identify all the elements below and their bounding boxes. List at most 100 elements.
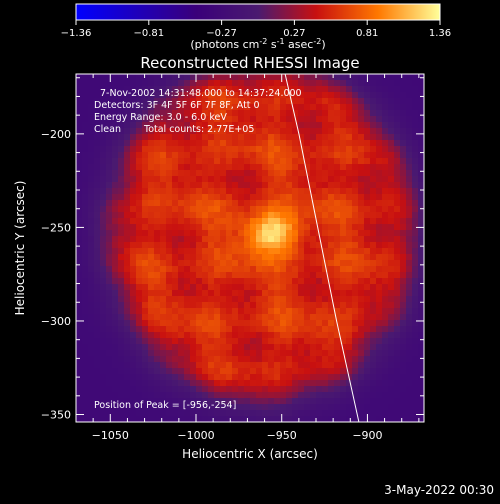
heatmap-cell [370,410,377,417]
annotation-time-range: 7-Nov-2002 14:31:48.000 to 14:37:24.000 [100,88,302,99]
heatmap-cell [232,344,239,351]
heatmap-cell [250,320,257,327]
heatmap-cell [220,128,227,135]
heatmap-cell [316,104,323,111]
heatmap-cell [154,398,161,405]
heatmap-cell [406,260,413,267]
heatmap-cell [400,158,407,165]
heatmap-cell [244,134,251,141]
heatmap-cell [274,266,281,273]
heatmap-cell [184,164,191,171]
heatmap-cell [166,236,173,243]
heatmap-cell [166,98,173,105]
heatmap-cell [196,176,203,183]
heatmap-cell [190,248,197,255]
heatmap-cell [184,392,191,399]
heatmap-cell [226,194,233,201]
heatmap-cell [196,194,203,201]
heatmap-cell [100,212,107,219]
heatmap-cell [196,356,203,363]
heatmap-cell [226,218,233,225]
heatmap-cell [412,344,419,351]
heatmap-cell [340,356,347,363]
heatmap-cell [274,332,281,339]
heatmap-cell [292,224,299,231]
heatmap-cell [238,272,245,279]
heatmap-cell [196,152,203,159]
heatmap-cell [328,188,335,195]
heatmap-cell [406,98,413,105]
heatmap-cell [298,392,305,399]
heatmap-cell [316,242,323,249]
heatmap-cell [280,356,287,363]
heatmap-cell [106,374,113,381]
heatmap-cell [340,74,347,81]
heatmap-cell [160,80,167,87]
heatmap-cell [322,182,329,189]
heatmap-cell [142,356,149,363]
heatmap-cell [118,410,125,417]
heatmap-cell [124,398,131,405]
heatmap-cell [178,236,185,243]
heatmap-cell [136,170,143,177]
heatmap-cell [334,410,341,417]
heatmap-cell [328,404,335,411]
heatmap-cell [406,158,413,165]
heatmap-cell [418,122,425,129]
heatmap-cell [382,398,389,405]
heatmap-cell [400,380,407,387]
heatmap-cell [346,248,353,255]
heatmap-cell [388,230,395,237]
colorbar-tick-label: 1.36 [429,28,451,39]
heatmap-cell [220,254,227,261]
heatmap-cell [274,308,281,315]
heatmap-cell [406,122,413,129]
heatmap-cell [412,212,419,219]
heatmap-cell [346,266,353,273]
heatmap-cell [112,230,119,237]
heatmap-cell [250,368,257,375]
heatmap-cell [208,236,215,243]
heatmap-cell [130,116,137,123]
heatmap-cell [208,266,215,273]
heatmap-cell [406,296,413,303]
heatmap-cell [376,284,383,291]
heatmap-cell [352,152,359,159]
heatmap-cell [178,350,185,357]
heatmap-cell [292,110,299,117]
heatmap-cell [136,320,143,327]
heatmap-cell [358,236,365,243]
heatmap-cell [346,362,353,369]
heatmap-cell [118,290,125,297]
heatmap-cell [340,242,347,249]
heatmap-cell [370,266,377,273]
heatmap-cell [388,176,395,183]
heatmap-cell [400,152,407,159]
heatmap-cell [358,290,365,297]
heatmap-cell [280,254,287,261]
heatmap-cell [154,110,161,117]
heatmap-cell [328,200,335,207]
heatmap-cell [172,296,179,303]
heatmap-cell [400,188,407,195]
heatmap-cell [214,392,221,399]
heatmap-cell [88,338,95,345]
heatmap-cell [322,278,329,285]
heatmap-cell [382,158,389,165]
heatmap-cell [118,248,125,255]
heatmap-cell [370,344,377,351]
heatmap-cell [148,218,155,225]
heatmap-cell [166,212,173,219]
heatmap-cell [382,392,389,399]
heatmap-cell [244,164,251,171]
heatmap-cell [226,392,233,399]
heatmap-cell [124,218,131,225]
heatmap-cell [112,236,119,243]
heatmap-cell [412,158,419,165]
heatmap-cell [304,248,311,255]
heatmap-cell [388,356,395,363]
heatmap-cell [298,398,305,405]
heatmap-cell [178,248,185,255]
heatmap-cell [166,296,173,303]
heatmap-cell [178,380,185,387]
